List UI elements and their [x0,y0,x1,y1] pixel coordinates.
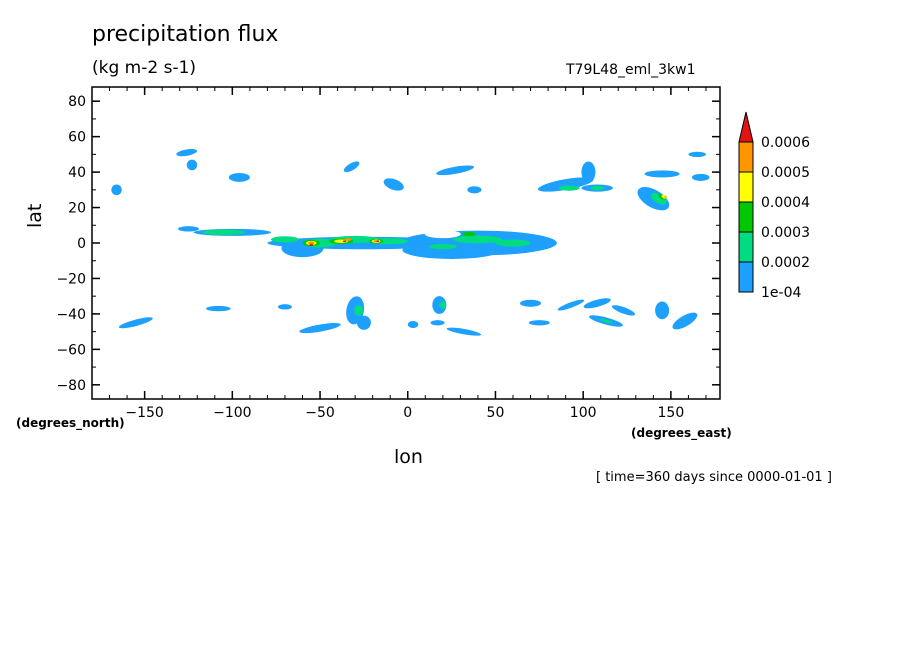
precip-contour-patch [176,148,198,157]
precip-contour-patch [430,320,445,326]
precip-contour-patch [644,170,680,178]
colorbar-label: 0.0004 [761,195,810,211]
precip-contour-patch [354,305,364,316]
precip-contour-patch [202,229,245,236]
x-tick-label: 150 [658,405,685,421]
chart-units: (kg m-2 s-1) [92,58,197,78]
y-tick-label: 20 [68,201,86,217]
colorbar-label: 0.0006 [761,135,810,151]
precip-contour-patch [528,320,550,326]
x-tick-label: −100 [213,405,251,421]
precip-contour-patch [228,172,250,182]
precip-contour-patch [462,232,477,237]
colorbar-label: 0.0003 [761,225,810,241]
y-tick-label: −60 [56,342,86,358]
x-axis-label: lon [394,446,423,468]
precip-contour-patch [344,238,352,241]
run-id-label: T79L48_eml_3kw1 [566,62,696,78]
precip-contour-patch [277,304,292,310]
precip-contour-patch [521,237,557,249]
colorbar-swatch [738,201,754,233]
colorbar-swatch [738,231,754,263]
precip-contour-patch [664,195,667,198]
x-tick-label: 100 [570,405,597,421]
x-axis-units: (degrees_east) [631,426,732,440]
time-info: [ time=360 days since 0000-01-01 ] [596,470,832,485]
precip-contour-patch [428,243,457,250]
colorbar-label: 0.0002 [761,255,810,271]
precip-contour-patch [308,241,315,245]
precip-contour-patch [343,161,360,173]
colorbar-swatch [738,171,754,203]
precip-contour-patch [558,185,580,191]
precip-contour-patch [672,312,698,330]
colorbar-label: 1e-04 [761,285,801,301]
y-tick-label: 60 [68,130,86,146]
colorbar-extend-triangle [738,111,754,143]
precip-contour-patch [611,305,636,316]
precip-contour-patch [655,301,670,320]
y-tick-label: 80 [68,94,86,110]
precip-contour-patch [402,241,501,259]
precip-contour-patch [688,151,706,158]
precip-contour-patch [467,186,482,194]
precip-contour-patch [495,239,531,247]
dry-region-gap [424,230,461,239]
colorbar-swatch [738,261,754,293]
precip-contour-patch [581,161,596,183]
precip-contour-patch [299,323,341,334]
precip-contour-patch [436,165,475,176]
precip-contour-patch [407,321,419,329]
x-tick-label: 50 [487,405,505,421]
precip-contour-patch [537,177,594,192]
precip-contour-patch [177,226,200,232]
chart-title: precipitation flux [92,22,279,47]
precip-contour-patch [118,317,153,329]
y-tick-label: −40 [56,307,86,323]
y-tick-label: −80 [56,378,86,394]
precip-contour-patch [691,173,710,181]
colorbar-label: 0.0005 [761,165,810,181]
precip-contour-patch [383,178,404,191]
precip-contour-patch [356,315,371,330]
x-tick-label: −50 [305,405,335,421]
y-tick-label: 0 [77,236,86,252]
precip-contour-patch [376,240,380,243]
precip-contour-patch [520,299,542,307]
y-tick-label: 40 [68,165,86,181]
y-tick-label: −20 [56,271,86,287]
precip-contour-patch [557,299,585,311]
precip-contour-patch [599,318,613,324]
precip-contour-patch [342,240,347,243]
precip-contour-patch [270,236,299,243]
colorbar-swatch [738,141,754,173]
x-tick-label: −150 [125,405,163,421]
precip-contour-patch [206,305,231,312]
precip-contour-patch [590,185,605,191]
precip-contour-patch [446,327,482,336]
precip-contour-patch [372,238,408,245]
precip-contour-patch [439,301,447,309]
precip-contour-patch [111,184,122,196]
precip-contour-patch [453,235,503,244]
y-axis-units: (degrees_north) [16,416,125,430]
precip-contour-patch [186,159,198,171]
precip-contour-patch [650,192,667,205]
x-tick-label: 0 [403,405,412,421]
precip-contour-patch [309,243,314,246]
precip-contour-patch [583,298,611,309]
